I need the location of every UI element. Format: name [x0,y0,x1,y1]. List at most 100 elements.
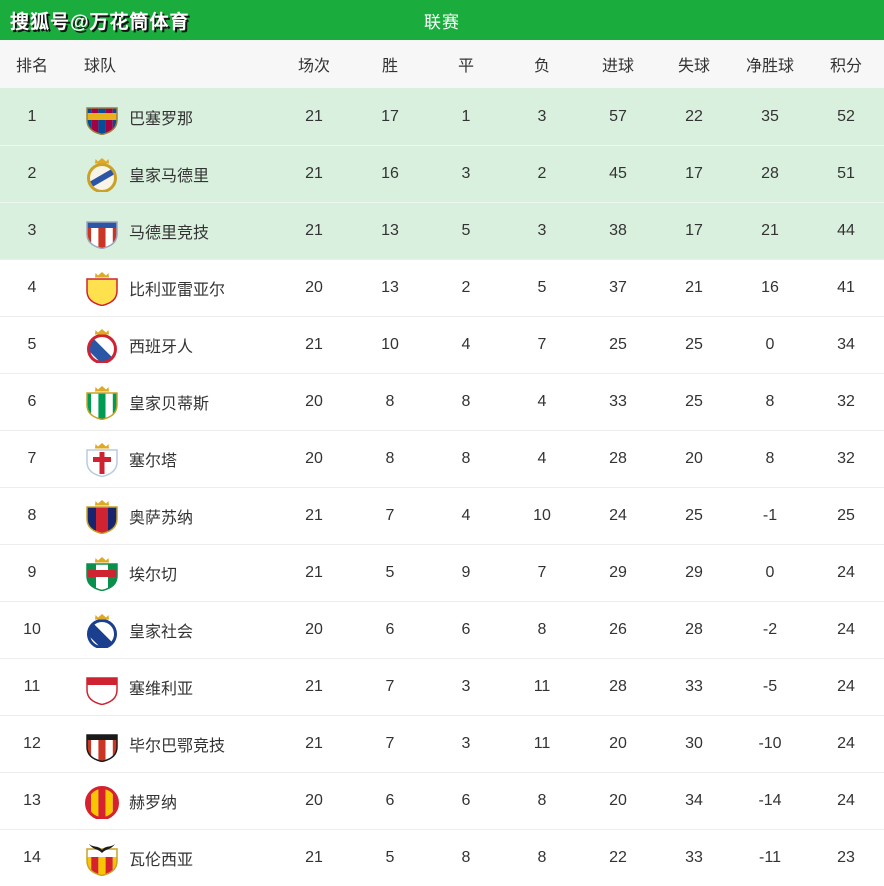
table-row[interactable]: 1 巴塞罗那 21 17 1 3 57 22 35 52 [0,88,884,145]
played-value: 20 [305,621,323,638]
goal-diff-value: 0 [765,564,775,581]
goals-for-value: 57 [609,107,627,125]
played-value: 21 [305,336,323,353]
table-row[interactable]: 5 西班牙人 21 10 4 7 25 25 0 34 [0,316,884,373]
goals-for-value: 22 [609,849,627,866]
team-logo-icon-sevilla [84,669,120,706]
points-value: 23 [837,849,855,866]
goals-against-value: 29 [685,564,703,581]
draws-value: 6 [461,621,471,638]
team-name: 瓦伦西亚 [129,852,194,869]
played-value: 21 [305,165,323,182]
table-row[interactable]: 4 比利亚雷亚尔 20 13 2 5 37 21 16 41 [0,259,884,316]
points-value: 51 [837,165,855,182]
column-header-goals-for: 进球 [601,58,634,75]
rank-value: 9 [27,564,37,581]
played-value: 21 [305,735,323,752]
team-logo-icon-real-betis [84,384,120,421]
table-row[interactable]: 13 赫罗纳 20 6 6 8 20 34 -14 24 [0,772,884,829]
losses-value: 11 [533,678,551,695]
team-logo-icon-girona [84,783,120,820]
team-logo-icon-real-sociedad [84,612,120,649]
losses-value: 4 [537,393,547,410]
played-value: 20 [305,792,323,809]
draws-value: 3 [461,735,471,752]
table-row[interactable]: 3 马德里竞技 21 13 5 3 38 17 21 44 [0,202,884,259]
team-cell: 皇家马德里 [64,156,276,193]
goals-for-value: 26 [609,621,627,638]
rank-value: 11 [23,678,41,695]
goals-for-value: 20 [609,792,627,809]
team-logo-icon-villarreal [84,270,120,307]
team-cell: 塞尔塔 [64,441,276,478]
goals-for-value: 25 [609,336,627,353]
draws-value: 2 [461,279,471,296]
team-name: 赫罗纳 [129,795,178,812]
goal-diff-value: -5 [762,678,778,695]
goal-diff-value: 8 [765,450,775,467]
team-name: 比利亚雷亚尔 [129,282,226,299]
goal-diff-value: -10 [758,735,782,752]
wins-value: 8 [385,450,395,467]
goal-diff-value: -2 [762,621,778,638]
column-header-losses: 负 [533,58,550,75]
draws-value: 8 [461,849,471,866]
losses-value: 8 [537,792,547,809]
goals-for-value: 45 [609,165,627,182]
points-value: 24 [837,564,855,581]
table-row[interactable]: 8 奥萨苏纳 21 7 4 10 24 25 -1 25 [0,487,884,544]
losses-value: 7 [537,564,547,581]
draws-value: 4 [461,507,471,524]
team-name: 毕尔巴鄂竞技 [129,738,226,755]
table-row[interactable]: 14 瓦伦西亚 21 5 8 8 22 33 -11 23 [0,829,884,886]
rank-value: 7 [27,450,37,467]
rank-value: 1 [27,107,37,125]
table-row[interactable]: 7 塞尔塔 20 8 8 4 28 20 8 32 [0,430,884,487]
rank-value: 2 [27,165,37,182]
team-name: 塞尔塔 [129,453,178,470]
column-header-played: 场次 [297,58,330,75]
wins-value: 6 [385,621,395,638]
table-row[interactable]: 6 皇家贝蒂斯 20 8 8 4 33 25 8 32 [0,373,884,430]
wins-value: 8 [385,393,395,410]
watermark-text: 搜狐号@万花筒体育 [10,12,190,33]
wins-value: 16 [381,165,399,182]
goals-against-value: 28 [685,621,703,638]
rank-value: 10 [23,621,41,638]
played-value: 21 [305,678,323,695]
played-value: 21 [305,849,323,866]
team-name: 皇家社会 [129,624,194,641]
column-header-draws: 平 [457,58,474,75]
table-row[interactable]: 12 毕尔巴鄂竞技 21 7 3 11 20 30 -10 24 [0,715,884,772]
points-value: 32 [837,450,855,467]
draws-value: 1 [461,107,471,125]
team-cell: 马德里竞技 [64,213,276,250]
table-row[interactable]: 10 皇家社会 20 6 6 8 26 28 -2 24 [0,601,884,658]
wins-value: 17 [381,107,399,125]
table-row[interactable]: 11 塞维利亚 21 7 3 11 28 33 -5 24 [0,658,884,715]
points-value: 34 [837,336,855,353]
goal-diff-value: 28 [761,165,779,182]
draws-value: 8 [461,393,471,410]
page-title: 联赛 [424,12,460,32]
points-value: 32 [837,393,855,410]
team-logo-icon-elche [84,555,120,592]
draws-value: 5 [461,222,471,239]
wins-value: 7 [385,678,395,695]
goals-against-value: 33 [685,849,703,866]
played-value: 21 [305,507,323,524]
draws-value: 9 [461,564,471,581]
points-value: 24 [837,792,855,809]
goals-against-value: 33 [685,678,703,695]
table-row[interactable]: 9 埃尔切 21 5 9 7 29 29 0 24 [0,544,884,601]
table-row[interactable]: 2 皇家马德里 21 16 3 2 45 17 28 51 [0,145,884,202]
table-body: 1 巴塞罗那 21 17 1 3 57 22 35 52 2 皇家马德里 21 … [0,88,884,886]
goals-for-value: 20 [609,735,627,752]
goals-against-value: 17 [685,222,703,239]
team-cell: 瓦伦西亚 [64,840,276,877]
goals-against-value: 25 [685,507,703,524]
team-cell: 皇家贝蒂斯 [64,384,276,421]
rank-value: 3 [27,222,37,239]
team-logo-icon-valencia [84,840,120,877]
team-logo-icon-osasuna [84,498,120,535]
